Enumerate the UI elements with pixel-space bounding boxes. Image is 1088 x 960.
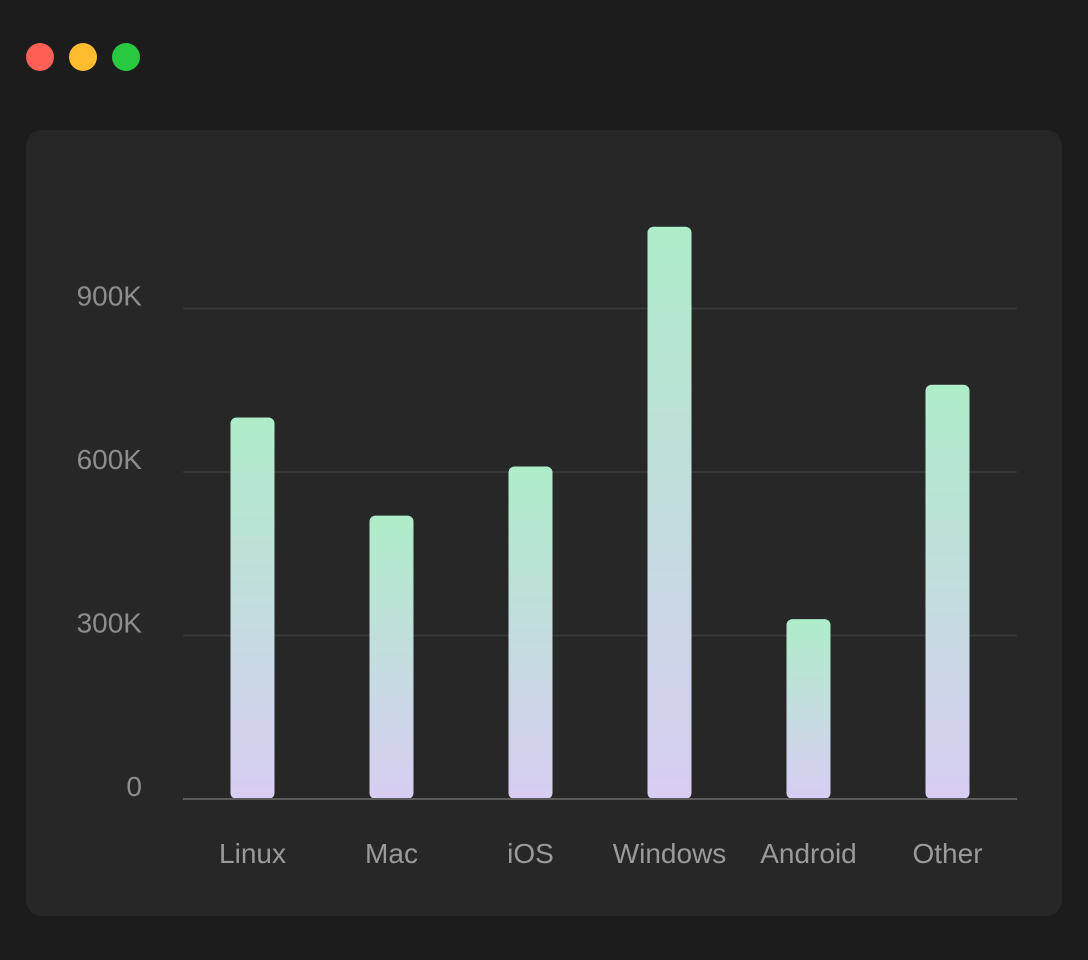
x-tick-label: Windows — [613, 838, 727, 869]
x-tick-label: Other — [912, 838, 982, 869]
y-tick-label: 900K — [77, 281, 143, 312]
x-tick-label: Mac — [365, 838, 418, 869]
x-tick-label: Linux — [219, 838, 286, 869]
maximize-button[interactable] — [112, 43, 140, 71]
bar-linux[interactable] — [230, 417, 275, 800]
bar-mac[interactable] — [369, 515, 414, 799]
bar-chart: 0 300K 600K 900K Linux Mac iOS Windows Android O… — [77, 226, 1017, 869]
grid-lines — [183, 307, 1017, 637]
bar-windows[interactable] — [647, 226, 692, 799]
y-tick-label: 300K — [77, 608, 143, 639]
y-tick-label: 600K — [77, 444, 143, 475]
bar-ios[interactable] — [508, 466, 553, 799]
bars — [230, 226, 970, 800]
minimize-button[interactable] — [69, 43, 97, 71]
y-tick-label: 0 — [126, 771, 142, 802]
bar-android[interactable] — [786, 619, 831, 799]
y-axis-labels: 0 300K 600K 900K — [77, 281, 143, 803]
x-tick-label: Android — [760, 838, 857, 869]
bar-other[interactable] — [925, 384, 970, 799]
chart-card: 0 300K 600K 900K Linux Mac iOS Windows Android O… — [26, 130, 1062, 916]
x-axis-labels: Linux Mac iOS Windows Android Other — [219, 838, 982, 869]
x-tick-label: iOS — [507, 838, 554, 869]
window-controls — [26, 43, 140, 71]
close-button[interactable] — [26, 43, 54, 71]
